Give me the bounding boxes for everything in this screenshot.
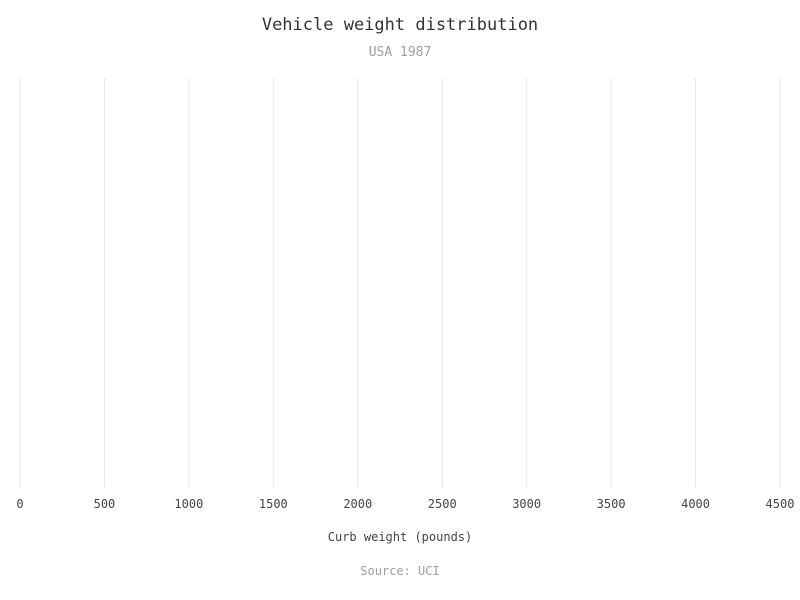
chart-subtitle: USA 1987 xyxy=(368,45,432,60)
x-tick-label: 3500 xyxy=(597,497,626,511)
source-note: Source: UCI xyxy=(360,564,440,578)
x-tick-label: 1000 xyxy=(174,497,203,511)
chart-title: Vehicle weight distribution xyxy=(261,15,539,35)
x-tick-label: 4000 xyxy=(681,497,710,511)
x-tick-label: 1500 xyxy=(259,497,288,511)
x-tick-label: 4500 xyxy=(766,497,795,511)
x-tick-label: 500 xyxy=(94,497,116,511)
x-tick-label: 0 xyxy=(16,497,23,511)
x-tick-label: 3000 xyxy=(512,497,541,511)
x-tick-label: 2500 xyxy=(428,497,457,511)
x-tick-label: 2000 xyxy=(343,497,372,511)
x-axis-label: Curb weight (pounds) xyxy=(327,530,473,544)
